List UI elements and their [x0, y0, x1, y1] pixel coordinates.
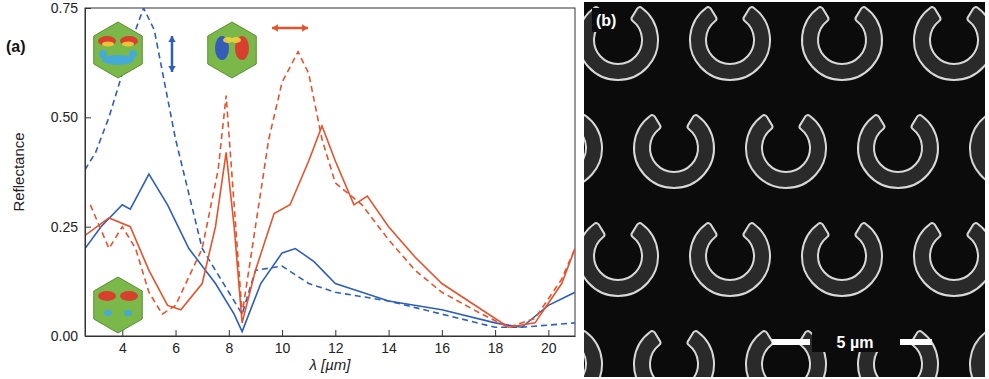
x-tick: 20 [541, 330, 557, 356]
x-tick-label: 8 [225, 340, 233, 356]
x-tick-mark [389, 330, 390, 336]
ring-array [584, 7, 985, 377]
y-tick-mark [85, 117, 91, 118]
y-tick: 0.25 [51, 219, 91, 235]
split-ring [584, 7, 658, 80]
split-ring [634, 115, 714, 188]
inset-field-blob [129, 50, 137, 58]
arrow-head [168, 66, 176, 72]
y-axis-line [85, 9, 86, 337]
inset-field-blob [98, 36, 116, 46]
x-tick: 4 [119, 330, 127, 356]
x-tick-label: 20 [541, 340, 557, 356]
split-ring [584, 223, 658, 296]
field-map-inset [208, 22, 256, 78]
split-ring [690, 7, 770, 80]
panel-label: (a) [6, 38, 26, 55]
x-tick: 18 [488, 330, 504, 356]
split-ring [584, 115, 602, 188]
x-tick-label: 12 [328, 340, 344, 356]
inset-field-blob [122, 42, 134, 47]
plot-frame [85, 8, 575, 336]
x-tick-mark [495, 330, 496, 336]
x-tick-mark [282, 330, 283, 336]
field-map-inset [94, 22, 142, 78]
inset-field-blob [120, 291, 138, 301]
arrow-head [272, 24, 278, 32]
inset-field-blob [98, 291, 116, 301]
arrow-head [302, 24, 308, 32]
scale-bar-label: 5 µm [837, 334, 874, 351]
split-ring [690, 223, 770, 296]
label-patch [592, 8, 626, 32]
series-line [85, 126, 575, 327]
polarization-arrow [272, 24, 308, 32]
split-ring [914, 223, 985, 296]
y-tick-label: 0.75 [51, 0, 78, 16]
x-tick-label: 16 [435, 340, 451, 356]
inset-hexagon [208, 22, 256, 78]
y-tick: 0.75 [51, 0, 91, 16]
split-ring [802, 223, 882, 296]
scale-bar [772, 339, 810, 345]
x-tick: 12 [328, 330, 344, 356]
inset-field-blob [102, 55, 134, 65]
inset-field-blob [102, 42, 114, 47]
x-tick-mark [442, 330, 443, 336]
x-tick-label: 10 [275, 340, 291, 356]
inset-hexagon [94, 22, 142, 78]
inset-field-blob [99, 50, 107, 58]
field-map-inset [94, 277, 142, 333]
scale-bar [900, 339, 932, 345]
series-line [90, 52, 575, 328]
x-tick-mark [335, 330, 336, 336]
split-ring [746, 115, 826, 188]
split-ring [634, 331, 714, 377]
inset-field-blob [231, 37, 241, 43]
inset-hexagon [94, 277, 142, 333]
y-axis-title: Reflectance [10, 132, 27, 211]
y-tick-mark [85, 227, 91, 228]
x-tick: 8 [225, 330, 233, 356]
y-tick-label: 0.00 [51, 328, 78, 344]
split-ring [914, 7, 985, 80]
x-tick-mark [176, 330, 177, 336]
y-tick: 0.00 [51, 328, 91, 344]
x-tick-mark [548, 330, 549, 336]
x-tick-mark [229, 330, 230, 336]
x-axis: 4 6 8 10 12 14 16 18 20 [86, 330, 576, 356]
split-ring [858, 115, 938, 188]
plot-area [85, 8, 575, 332]
y-tick: 0.50 [51, 109, 91, 125]
y-tick-label: 0.25 [51, 219, 78, 235]
x-tick-label: 18 [488, 340, 504, 356]
arrow-head [168, 36, 176, 42]
inset-field-blob [104, 310, 112, 316]
inset-field-blob [124, 310, 132, 316]
x-axis-line [86, 336, 576, 337]
split-ring [970, 115, 985, 188]
label-patch [812, 328, 898, 352]
x-tick: 14 [381, 330, 397, 356]
y-tick-mark [85, 336, 91, 337]
x-tick-label: 6 [172, 340, 180, 356]
series-line [85, 8, 575, 327]
polarization-arrow [168, 36, 176, 72]
inset-field-blob [120, 36, 138, 46]
x-tick: 6 [172, 330, 180, 356]
y-tick-mark [85, 8, 91, 9]
x-tick-label: 4 [119, 340, 127, 356]
y-tick-label: 0.50 [51, 109, 78, 125]
split-ring [970, 331, 985, 377]
x-axis-title: λ [µm] [308, 356, 351, 373]
y-axis: 0.00 0.25 0.50 0.75 [51, 0, 91, 344]
x-tick-label: 14 [381, 340, 397, 356]
x-tick: 10 [275, 330, 291, 356]
panel-label: (b) [596, 12, 616, 29]
x-tick: 16 [435, 330, 451, 356]
micrograph: (b) 5 µm [466, 2, 989, 379]
split-ring [584, 331, 602, 377]
split-ring [802, 7, 882, 80]
